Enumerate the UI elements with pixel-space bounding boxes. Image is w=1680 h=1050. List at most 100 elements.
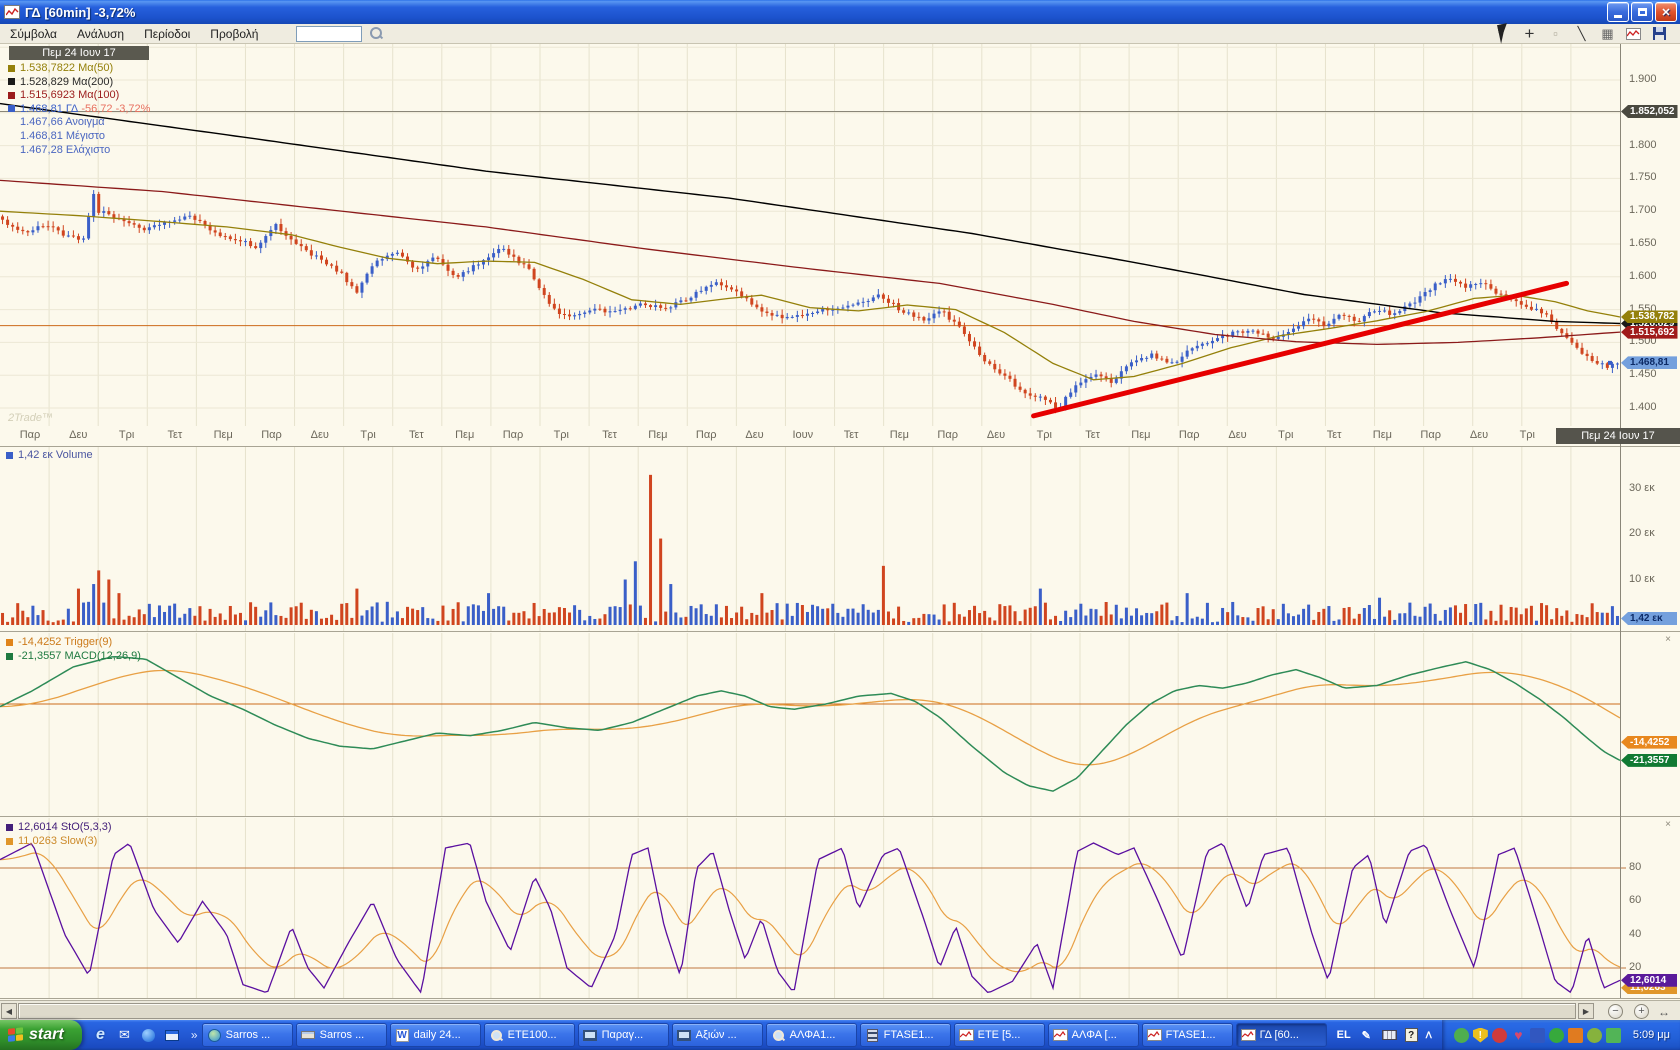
close-button[interactable]: ✕ [1655,2,1677,22]
language-bar-options-icon[interactable]: ᐱ [1425,1029,1432,1040]
x-axis-label: Τρι [1278,429,1294,441]
mail-icon[interactable]: ✉ [118,1027,130,1042]
toolbar-icons: + ▫ ╲ ▦ [1495,23,1680,44]
price-axis-label: 1.450 [1629,368,1657,381]
menu-item-2[interactable]: Ανάλυση [77,26,125,41]
save-icon[interactable] [1651,26,1668,42]
horizontal-scrollbar[interactable]: ◀ ▶ − + ↔ [0,1000,1680,1020]
trendline-icon[interactable]: ╲ [1577,25,1586,41]
taskbar-button-label: Sarros ... [319,1029,365,1041]
zoom-out-button[interactable]: − [1608,1004,1623,1019]
macd-tag: -21,3557 [1621,753,1677,767]
price-axis-label: 1.650 [1629,237,1657,249]
taskbar-button-label: FTASE1... [1165,1029,1216,1041]
symbol-search-input[interactable] [296,25,363,42]
app-chart-icon [4,5,20,19]
media-icon[interactable] [1567,1027,1583,1043]
menu-item-4[interactable]: Προβολή [210,26,259,41]
stoch-legend-row-2: 11,0263 Slow(3) [6,835,97,847]
x-axis-label: Τρι [360,429,376,441]
messenger-icon[interactable] [140,1027,157,1044]
volume-legend: 1,42 εκ Volume [6,449,93,461]
x-axis-label: Δευ [69,429,88,441]
macd-legend-row-2: -21,3557 MACD(12,26,9) [6,650,141,662]
x-axis-label: Παρ [1420,429,1441,441]
antivirus-icon[interactable] [1491,1027,1507,1043]
box-icon[interactable]: ▫ [1553,26,1558,41]
heart-monitor-icon[interactable]: ♥ [1514,1026,1523,1043]
language-indicator[interactable]: EL [1336,1029,1351,1041]
price-axis-label: 1.600 [1629,269,1657,282]
scroll-left-button[interactable]: ◀ [1,1003,17,1019]
show-desktop-icon[interactable] [164,1027,181,1044]
tray-area: EL ✎ ? ᐱ ! ♥ 5:09 μμ [1327,1020,1680,1050]
minimize-button[interactable] [1607,2,1629,22]
grid-dots-icon[interactable]: ▦ [1601,25,1614,41]
stoch-panel-close-icon[interactable]: × [1665,819,1671,830]
x-axis-label: Παρ [502,429,524,441]
search-icon[interactable] [370,27,383,40]
taskbar-button-10[interactable]: ΑΛΦΑ [... [1047,1023,1139,1047]
x-axis-label: Τετ [1326,429,1342,441]
x-axis-label: Τετ [167,429,183,441]
macd-panel-close-icon[interactable]: × [1665,634,1671,645]
taskbar-button-label: ΑΛΦΑ1... [789,1029,836,1041]
connection-icon[interactable] [1605,1027,1621,1043]
network-icon[interactable] [1529,1027,1545,1043]
menu-item-3[interactable]: Περίοδοι [144,26,191,41]
menu-item-1[interactable]: Σύμβολα [10,26,57,41]
security-alert-icon[interactable]: ! [1472,1027,1488,1043]
price-legend-row-4: 1.468,81 ΓΔ -56,72 -3,72% [8,103,150,115]
taskbar-button-5[interactable]: Παραγ... [577,1023,669,1047]
internet-explorer-icon[interactable]: e [95,1026,105,1043]
taskbar-button-2[interactable]: Sarros ... [295,1023,387,1047]
zoom-in-button[interactable]: + [1634,1004,1649,1019]
price-axis-label: 1.750 [1629,171,1657,184]
price-axis-label: 1.900 [1629,73,1657,85]
scroll-right-button[interactable]: ▶ [1578,1003,1594,1019]
start-button[interactable]: start [0,1020,82,1050]
scheduler-icon[interactable] [1586,1027,1602,1043]
taskbar-button-label: ΕΤΕ100... [507,1029,557,1041]
taskbar-button-label: ΕΤΕ [5... [977,1029,1021,1041]
x-axis-label: Τρι [1036,429,1052,441]
volume-tag: 1,42 εκ [1621,612,1677,626]
keyboard-icon[interactable] [1381,1030,1397,1040]
restore-button[interactable] [1631,2,1653,22]
menubar: Σύμβολα Ανάλυση Περίοδοι Προβολή + ▫ ╲ ▦ [0,23,1680,44]
quick-launch-overflow-icon[interactable]: » [190,1028,198,1042]
fit-width-icon[interactable]: ↔ [1658,1005,1670,1019]
chart-icon[interactable] [1625,26,1642,42]
price-tag-ma100: 1.515,692 [1621,325,1678,339]
price-legend-row-2: 1.528,829 Μα(200) [8,76,113,88]
messenger-online-icon[interactable] [1453,1027,1469,1043]
scrollbar-thumb[interactable] [18,1003,1576,1019]
taskbar-button-8[interactable]: FTASE1... [859,1023,951,1047]
x-axis-label: Πεμ [213,429,233,441]
help-icon[interactable]: ? [1404,1028,1418,1042]
pointer-icon[interactable] [1495,23,1512,44]
taskbar-button-label: Sarros ... [225,1029,271,1041]
taskbar-button-4[interactable]: ΕΤΕ100... [483,1023,575,1047]
chart-canvas[interactable] [0,44,1680,1000]
stoch-axis-label: 40 [1629,927,1642,940]
pen-input-icon[interactable]: ✎ [1361,1029,1371,1042]
crosshair-icon[interactable]: + [1524,23,1535,43]
taskbar-button-7[interactable]: ΑΛΦΑ1... [765,1023,857,1047]
taskbar-button-label: ΓΔ [60... [1259,1029,1299,1041]
word-icon: W [395,1028,409,1042]
price-legend-row-6: 1.468,81 Μέγιστο [20,130,105,142]
x-axis-label: Τρι [118,429,135,441]
taskbar-button-1[interactable]: Sarros ... [201,1023,293,1047]
toolbar-icon [301,1029,316,1042]
taskbar-button-label: ΑΛΦΑ [... [1071,1029,1117,1041]
taskbar-button-12[interactable]: ΓΔ [60... [1235,1023,1327,1047]
taskbar-button-11[interactable]: FTASE1... [1141,1023,1233,1047]
price-axis-label: 1.400 [1629,401,1657,413]
taskbar-button-6[interactable]: Αξιών ... [671,1023,763,1047]
updater-icon[interactable] [1548,1027,1564,1043]
taskbar-button-9[interactable]: ΕΤΕ [5... [953,1023,1045,1047]
